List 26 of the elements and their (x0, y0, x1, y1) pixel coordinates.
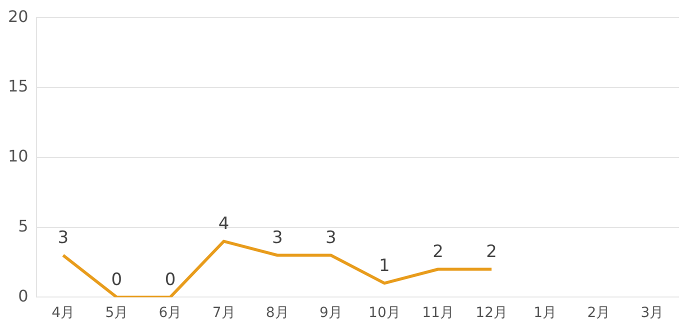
x-tick-label: 3月 (640, 305, 664, 322)
x-tick-label: 6月 (158, 305, 182, 322)
y-tick-label: 20 (8, 6, 28, 26)
data-label: 2 (486, 242, 497, 262)
data-label: 0 (111, 270, 122, 290)
x-tick-label: 12月 (476, 305, 508, 322)
data-label: 2 (432, 242, 444, 262)
y-tick-label: 10 (8, 146, 28, 166)
data-label: 3 (272, 228, 283, 248)
y-tick-label: 5 (18, 216, 28, 236)
y-tick-label: 0 (18, 286, 28, 306)
y-tick-label: 15 (8, 76, 28, 96)
x-tick-label: 7月 (212, 305, 236, 322)
data-label: 3 (325, 228, 336, 248)
data-label: 1 (379, 256, 390, 276)
x-tick-label: 2月 (587, 305, 610, 322)
x-tick-label: 10月 (368, 305, 400, 322)
x-tick-label: 5月 (105, 305, 128, 322)
x-tick-label: 4月 (52, 305, 75, 322)
x-tick-label: 8月 (266, 305, 289, 322)
x-tick-label: 1月 (534, 305, 557, 322)
x-tick-label: 11月 (422, 305, 454, 322)
x-tick-label: 9月 (319, 305, 342, 322)
data-label: 0 (164, 270, 176, 290)
data-label: 3 (58, 228, 69, 248)
data-label: 4 (218, 214, 230, 234)
